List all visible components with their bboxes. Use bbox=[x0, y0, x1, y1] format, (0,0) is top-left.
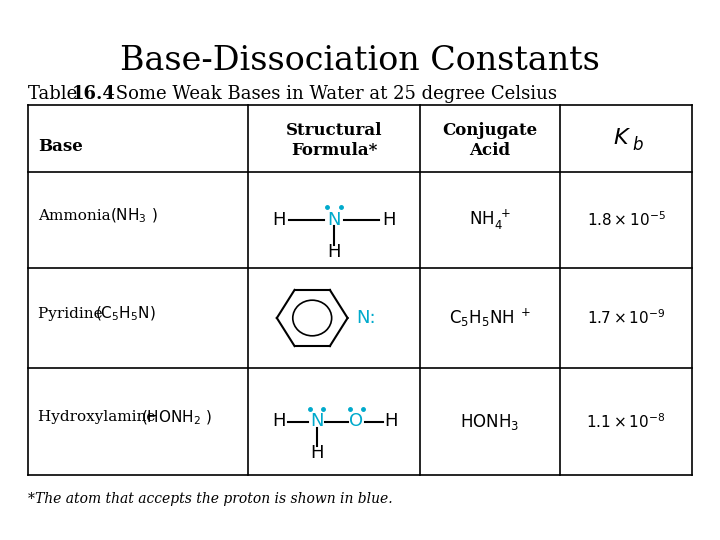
Text: $1.8\times10^{-5}$: $1.8\times10^{-5}$ bbox=[587, 211, 665, 229]
Text: Conjugate: Conjugate bbox=[442, 122, 538, 139]
Text: Ammonia: Ammonia bbox=[38, 209, 115, 223]
Text: $\mathrm{(NH_3\ )}$: $\mathrm{(NH_3\ )}$ bbox=[110, 207, 158, 225]
Text: Acid: Acid bbox=[469, 142, 510, 159]
Text: Base: Base bbox=[38, 138, 83, 155]
Text: $\mathrm{C_5H_5NH^{\ +}}$: $\mathrm{C_5H_5NH^{\ +}}$ bbox=[449, 307, 531, 329]
Text: $\mathit{b}$: $\mathit{b}$ bbox=[632, 137, 644, 154]
Text: $\mathrm{(C_5H_5N)}$: $\mathrm{(C_5H_5N)}$ bbox=[95, 305, 156, 323]
Text: Base-Dissociation Constants: Base-Dissociation Constants bbox=[120, 45, 600, 77]
Text: *The atom that accepts the proton is shown in blue.: *The atom that accepts the proton is sho… bbox=[28, 492, 392, 506]
Text: $\mathrm{HONH_3}$: $\mathrm{HONH_3}$ bbox=[460, 411, 520, 431]
Text: $1.7\times10^{-9}$: $1.7\times10^{-9}$ bbox=[587, 309, 665, 327]
Text: Formula*: Formula* bbox=[291, 142, 377, 159]
Text: Some Weak Bases in Water at 25 degree Celsius: Some Weak Bases in Water at 25 degree Ce… bbox=[110, 85, 557, 103]
Text: N:: N: bbox=[356, 309, 375, 327]
Text: $1.1\times10^{-8}$: $1.1\times10^{-8}$ bbox=[586, 412, 666, 431]
Text: H: H bbox=[382, 211, 396, 229]
Text: H: H bbox=[328, 242, 341, 260]
Text: Table: Table bbox=[28, 85, 83, 103]
Text: N: N bbox=[310, 413, 323, 430]
Text: H: H bbox=[272, 211, 286, 229]
Text: O: O bbox=[349, 413, 364, 430]
Text: H: H bbox=[310, 444, 323, 462]
Text: $\mathrm{NH_4^{\ +}}$: $\mathrm{NH_4^{\ +}}$ bbox=[469, 208, 510, 232]
Text: N: N bbox=[328, 211, 341, 229]
Text: H: H bbox=[272, 413, 286, 430]
Text: Structural: Structural bbox=[286, 122, 382, 139]
Text: H: H bbox=[384, 413, 398, 430]
Text: 16.4: 16.4 bbox=[72, 85, 116, 103]
Text: $\mathit{K}$: $\mathit{K}$ bbox=[613, 127, 631, 150]
Text: $\mathrm{(HONH_2\ )}$: $\mathrm{(HONH_2\ )}$ bbox=[141, 408, 212, 427]
Text: Pyridine: Pyridine bbox=[38, 307, 107, 321]
Text: Hydroxylamine: Hydroxylamine bbox=[38, 410, 161, 424]
